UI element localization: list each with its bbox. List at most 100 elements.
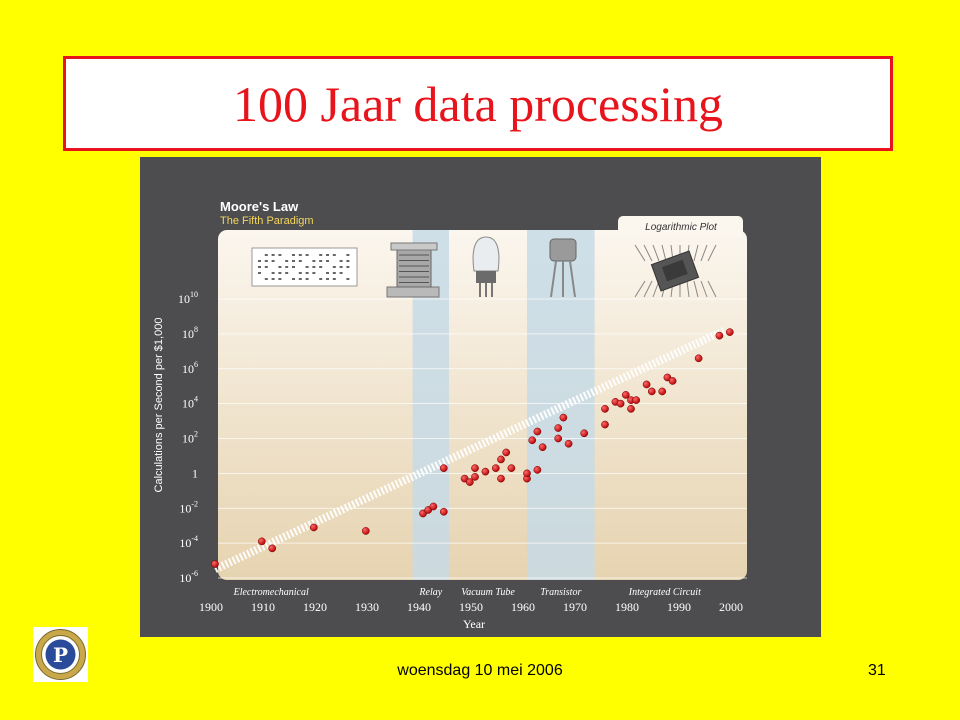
y-tick-label: 102 <box>182 430 198 446</box>
y-tick-label: 10-2 <box>179 499 198 515</box>
y-axis-label: Calculations per Second per $1,000 <box>153 318 165 493</box>
trend-line <box>213 326 727 573</box>
x-tick-label: 1980 <box>615 600 639 614</box>
y-tick-exponent: 4 <box>194 395 198 404</box>
page-number: 31 <box>868 662 886 679</box>
data-point <box>439 507 448 516</box>
data-point <box>632 396 641 404</box>
chart-title: Moore's Law <box>220 199 299 214</box>
data-point <box>491 464 500 472</box>
y-tick-exponent: -4 <box>191 534 198 543</box>
y-tick-base: 10 <box>182 432 194 446</box>
data-point <box>481 467 490 476</box>
data-point <box>507 464 516 472</box>
y-tick-base: 10 <box>182 327 194 341</box>
era-label: Transistor <box>540 587 581 598</box>
slide-title-box: 100 Jaar data processing <box>63 56 893 151</box>
data-point <box>601 420 609 429</box>
era-label: Integrated Circuit <box>628 587 701 598</box>
logo-letter: P <box>53 643 68 667</box>
log-plot-label: Logarithmic Plot <box>645 222 718 233</box>
x-tick-label: 2000 <box>719 600 743 614</box>
data-point <box>528 436 537 445</box>
era-label: Vacuum Tube <box>461 587 515 598</box>
data-point <box>627 405 635 413</box>
era-band-transistor <box>527 230 595 580</box>
x-tick-label: 1930 <box>355 600 379 614</box>
transistor-icon <box>549 238 577 298</box>
era-label: Relay <box>418 587 442 598</box>
y-tick-exponent: -2 <box>191 499 198 508</box>
data-point <box>580 429 589 438</box>
y-tick-base: 10 <box>182 397 194 411</box>
y-tick-base: 1 <box>192 466 198 480</box>
data-point <box>658 387 667 396</box>
y-tick-base: 10 <box>179 501 191 515</box>
x-tick-label: 1990 <box>667 600 691 614</box>
data-point <box>471 464 479 472</box>
data-point <box>621 391 630 399</box>
y-tick-exponent: 6 <box>194 360 198 369</box>
y-tick-exponent: 8 <box>194 325 198 334</box>
data-point <box>554 424 563 432</box>
data-point <box>642 380 651 389</box>
logo: P <box>33 627 88 682</box>
data-point <box>211 560 219 568</box>
plot-background <box>218 230 747 580</box>
data-point <box>559 413 568 422</box>
y-tick-base: 10 <box>179 571 191 585</box>
y-tick-base: 10 <box>182 362 194 376</box>
log-plot-tab <box>618 216 743 236</box>
data-point <box>309 523 318 532</box>
data-point <box>257 537 266 546</box>
data-point <box>497 474 505 483</box>
data-point <box>361 527 370 535</box>
y-tick-label: 106 <box>182 360 198 376</box>
y-tick-label: 104 <box>182 395 198 411</box>
y-tick-exponent: 2 <box>194 430 198 439</box>
x-tick-label: 1970 <box>563 600 587 614</box>
data-point <box>439 464 448 472</box>
data-point <box>715 331 724 340</box>
era-label: Electromechanical <box>233 587 309 598</box>
slide-title: 100 Jaar data processing <box>232 75 724 132</box>
data-point <box>647 387 656 396</box>
club-emblem-icon: P <box>33 627 88 682</box>
data-point <box>533 466 542 474</box>
data-point <box>533 427 542 436</box>
chip-icon <box>634 244 717 298</box>
x-tick-label: 1940 <box>407 600 431 614</box>
y-tick-exponent: 10 <box>190 290 198 299</box>
data-point <box>465 478 474 486</box>
data-point <box>564 439 573 448</box>
data-point <box>497 455 505 464</box>
y-tick-base: 10 <box>179 536 191 550</box>
data-point <box>694 354 703 363</box>
data-point <box>601 405 609 413</box>
y-tick-base: 10 <box>178 292 190 306</box>
moores-law-chart: Logarithmic Plot Moore's Law The Fifth P… <box>140 157 821 637</box>
x-tick-label: 1900 <box>199 600 223 614</box>
y-tick-label: 1010 <box>178 290 198 306</box>
data-point <box>268 544 277 553</box>
y-tick-label: 108 <box>182 325 198 341</box>
x-tick-label: 1910 <box>251 600 275 614</box>
y-tick-label: 1 <box>192 466 198 480</box>
y-tick-label: 10-4 <box>179 534 198 550</box>
vacuum-tube-icon <box>472 236 500 297</box>
y-tick-exponent: -6 <box>191 569 198 578</box>
data-point <box>502 448 511 457</box>
data-point <box>471 473 479 481</box>
chart-subtitle: The Fifth Paradigm <box>220 215 314 227</box>
data-point <box>725 328 734 336</box>
footer-date: woensdag 10 mei 2006 <box>397 662 563 679</box>
data-point <box>668 377 677 385</box>
data-point <box>554 434 563 443</box>
punch-card-icon <box>251 247 358 287</box>
data-point <box>538 443 547 452</box>
data-point <box>523 469 531 478</box>
data-point <box>616 399 625 408</box>
data-point <box>429 502 438 511</box>
x-tick-label: 1950 <box>459 600 483 614</box>
x-tick-label: 1920 <box>303 600 327 614</box>
